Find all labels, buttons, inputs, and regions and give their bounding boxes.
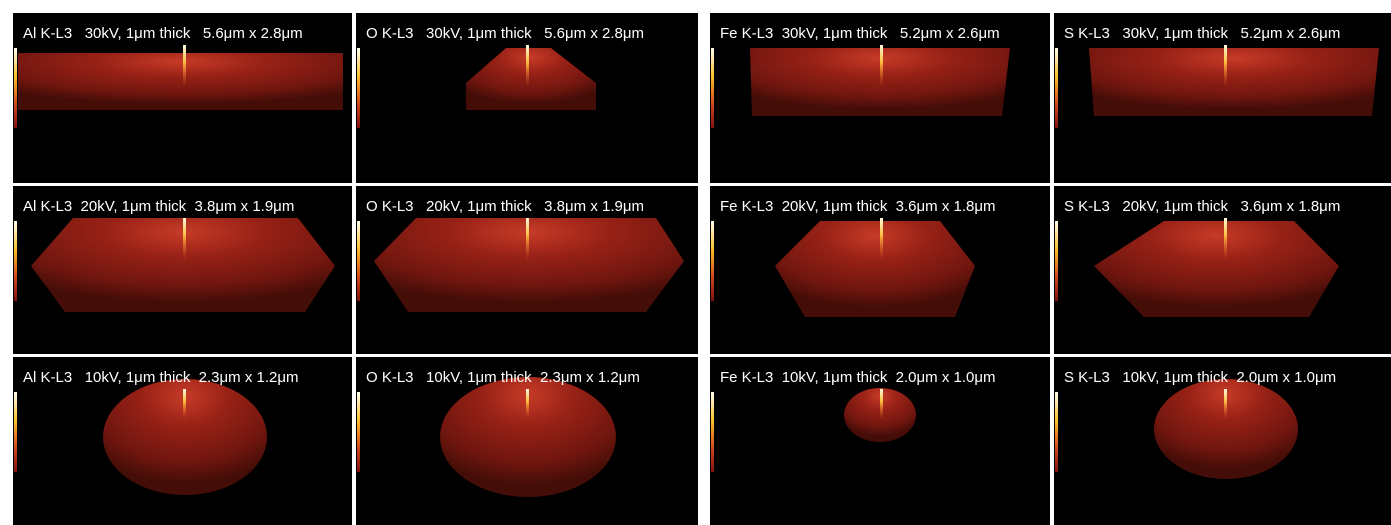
page: Al K-L3 30kV, 1μm thick 5.6μm x 2.8μm O K… bbox=[0, 0, 1391, 525]
beam bbox=[526, 45, 529, 87]
panel: S K-L3 20kV, 1μm thick 3.6μm x 1.8μm bbox=[1054, 186, 1391, 354]
beam bbox=[880, 218, 883, 260]
color-bar bbox=[711, 221, 714, 301]
panel: O K-L3 30kV, 1μm thick 5.6μm x 2.8μm bbox=[356, 13, 698, 183]
panel: S K-L3 30kV, 1μm thick 5.2μm x 2.6μm bbox=[1054, 13, 1391, 183]
panel: Fe K-L3 30kV, 1μm thick 5.2μm x 2.6μm bbox=[710, 13, 1050, 183]
color-bar bbox=[1055, 48, 1058, 128]
panel-label: O K-L3 10kV, 1μm thick 2.3μm x 1.2μm bbox=[366, 369, 640, 386]
panel-label: Fe K-L3 30kV, 1μm thick 5.2μm x 2.6μm bbox=[720, 25, 1000, 42]
beam bbox=[183, 218, 186, 260]
panel-label: Al K-L3 30kV, 1μm thick 5.6μm x 2.8μm bbox=[23, 25, 303, 42]
panel-label: O K-L3 30kV, 1μm thick 5.6μm x 2.8μm bbox=[366, 25, 644, 42]
beam bbox=[1224, 218, 1227, 260]
panel-label: S K-L3 10kV, 1μm thick 2.0μm x 1.0μm bbox=[1064, 369, 1336, 386]
beam bbox=[880, 389, 883, 419]
panel: Al K-L3 30kV, 1μm thick 5.6μm x 2.8μm bbox=[13, 13, 352, 183]
beam bbox=[526, 218, 529, 260]
beam bbox=[1224, 389, 1227, 419]
color-bar bbox=[1055, 221, 1058, 301]
color-bar bbox=[14, 48, 17, 128]
panel: O K-L3 20kV, 1μm thick 3.8μm x 1.9μm bbox=[356, 186, 698, 354]
panel-label: O K-L3 20kV, 1μm thick 3.8μm x 1.9μm bbox=[366, 198, 644, 215]
panel-label: S K-L3 30kV, 1μm thick 5.2μm x 2.6μm bbox=[1064, 25, 1340, 42]
interaction-volume bbox=[1089, 48, 1379, 116]
panel: Fe K-L3 20kV, 1μm thick 3.6μm x 1.8μm bbox=[710, 186, 1050, 354]
figure: Al K-L3 30kV, 1μm thick 5.6μm x 2.8μm O K… bbox=[0, 0, 1391, 525]
panel: Fe K-L3 10kV, 1μm thick 2.0μm x 1.0μm bbox=[710, 357, 1050, 525]
color-bar bbox=[357, 221, 360, 301]
beam bbox=[183, 45, 186, 87]
panel-label: Fe K-L3 10kV, 1μm thick 2.0μm x 1.0μm bbox=[720, 369, 995, 386]
beam bbox=[880, 45, 883, 87]
color-bar bbox=[711, 392, 714, 472]
beam bbox=[183, 389, 186, 419]
panel: S K-L3 10kV, 1μm thick 2.0μm x 1.0μm bbox=[1054, 357, 1391, 525]
panel-label: S K-L3 20kV, 1μm thick 3.6μm x 1.8μm bbox=[1064, 198, 1340, 215]
panel-label: Fe K-L3 20kV, 1μm thick 3.6μm x 1.8μm bbox=[720, 198, 995, 215]
interaction-volume bbox=[18, 53, 343, 110]
beam bbox=[526, 389, 529, 419]
color-bar bbox=[357, 48, 360, 128]
panel: O K-L3 10kV, 1μm thick 2.3μm x 1.2μm bbox=[356, 357, 698, 525]
color-bar bbox=[14, 221, 17, 301]
panel: Al K-L3 20kV, 1μm thick 3.8μm x 1.9μm bbox=[13, 186, 352, 354]
panel-label: Al K-L3 20kV, 1μm thick 3.8μm x 1.9μm bbox=[23, 198, 294, 215]
color-bar bbox=[1055, 392, 1058, 472]
color-bar bbox=[357, 392, 360, 472]
panel-label: Al K-L3 10kV, 1μm thick 2.3μm x 1.2μm bbox=[23, 369, 298, 386]
color-bar bbox=[14, 392, 17, 472]
panel: Al K-L3 10kV, 1μm thick 2.3μm x 1.2μm bbox=[13, 357, 352, 525]
color-bar bbox=[711, 48, 714, 128]
beam bbox=[1224, 45, 1227, 87]
